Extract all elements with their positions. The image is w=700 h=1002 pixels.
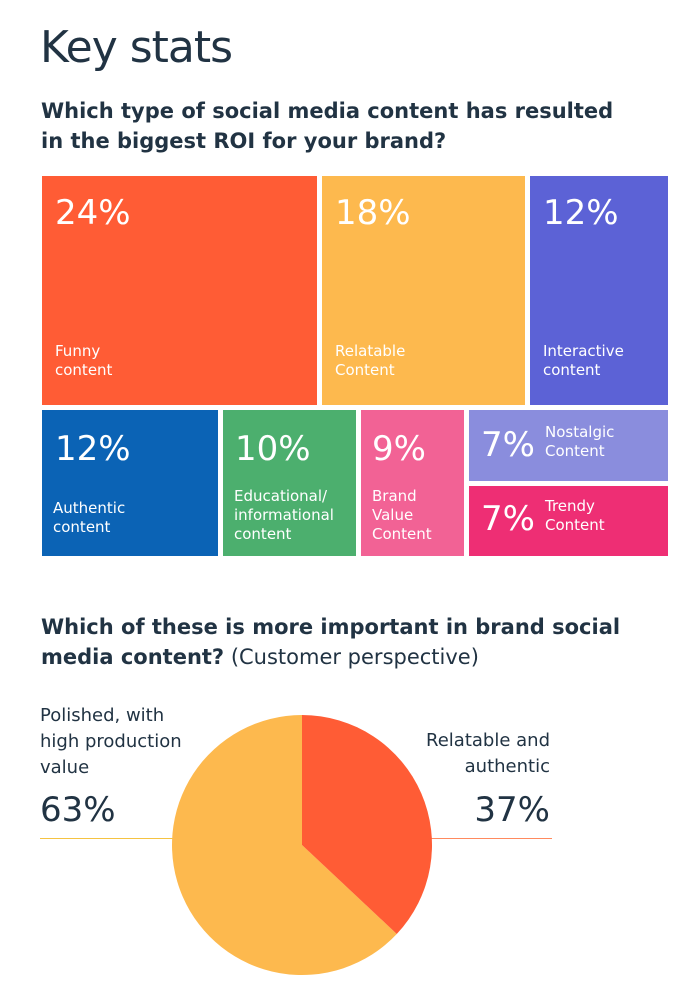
tile-brand-value-content: 9% Brand Value Content — [361, 410, 464, 556]
tile-label: Brand Value Content — [372, 487, 432, 543]
pie-slice-polished — [172, 715, 397, 975]
tile-value: 10% — [235, 429, 311, 469]
tile-nostalgic-content: 7% Nostalgic Content — [469, 410, 668, 481]
pie-value-polished: 63% — [40, 790, 116, 830]
tile-value: 9% — [372, 429, 426, 469]
tile-label: Nostalgic Content — [545, 423, 615, 460]
pie-label-relatable: Relatable and authentic — [426, 730, 550, 777]
pie-slice-relatable — [302, 715, 433, 934]
treemap-question: Which type of social media content has r… — [41, 99, 614, 153]
tile-authentic-content: 12% Authentic content — [42, 410, 218, 556]
pie-question-normal: (Customer perspective) — [230, 645, 479, 669]
tile-label: Educational/ informational content — [234, 487, 334, 543]
tile-label: Relatable Content — [335, 342, 406, 379]
tile-interactive-content: 12% Interactive content — [530, 176, 668, 405]
tile-value: 24% — [55, 193, 131, 233]
tile-value: 12% — [55, 429, 131, 469]
tile-educational-content: 10% Educational/ informational content — [223, 410, 356, 556]
tile-value: 7% — [481, 425, 535, 465]
tile-relatable-content: 18% Relatable Content — [322, 176, 525, 405]
tile-label: Trendy Content — [545, 497, 605, 534]
tile-label: Interactive content — [543, 342, 624, 379]
pie-label-polished: Polished, with high production value — [40, 705, 182, 778]
left-leader-line — [40, 838, 175, 839]
tile-value: 12% — [543, 193, 619, 233]
page-title: Key stats — [40, 22, 233, 73]
tile-trendy-content: 7% Trendy Content — [469, 486, 668, 556]
pie-question: Which of these is more important in bran… — [41, 612, 661, 672]
tile-label: Authentic content — [53, 499, 126, 536]
pie-question-bold: Which of these is more important in bran… — [41, 615, 621, 669]
tile-funny-content: 24% Funny content — [42, 176, 317, 405]
right-leader-line — [430, 838, 552, 839]
tile-value: 18% — [335, 193, 411, 233]
tile-label: Funny content — [55, 342, 113, 379]
pie-value-relatable: 37% — [474, 790, 550, 830]
tile-value: 7% — [481, 499, 535, 539]
